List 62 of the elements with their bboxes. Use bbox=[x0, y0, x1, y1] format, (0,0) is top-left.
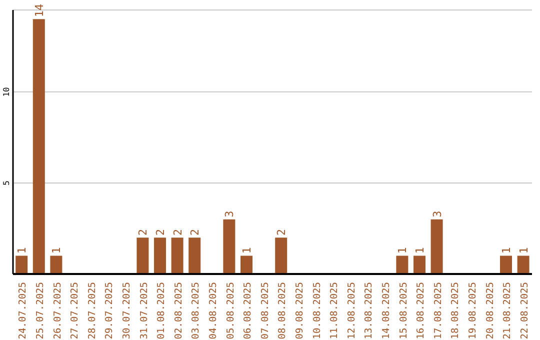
x-tick-label: 17.08.2025 bbox=[432, 282, 444, 340]
y-tick-label: 5 bbox=[2, 180, 11, 186]
x-tick-label: 20.08.2025 bbox=[484, 282, 496, 340]
bar bbox=[240, 256, 252, 274]
data-label: 1 bbox=[50, 247, 64, 254]
x-tick-label: 18.08.2025 bbox=[450, 282, 462, 340]
x-tick-label: 09.08.2025 bbox=[294, 282, 306, 340]
data-label: 1 bbox=[240, 247, 254, 254]
bar bbox=[500, 256, 512, 274]
x-tick-label: 05.08.2025 bbox=[225, 282, 236, 340]
x-tick-label: 27.07.2025 bbox=[70, 282, 81, 340]
x-tick-label: 24.07.2025 bbox=[18, 282, 29, 340]
bar bbox=[188, 238, 201, 274]
bar bbox=[413, 256, 426, 274]
x-tick-label: 06.08.2025 bbox=[242, 282, 254, 340]
x-tick-label: 14.08.2025 bbox=[380, 282, 392, 340]
x-tick-label: 02.08.2025 bbox=[173, 282, 184, 340]
bar bbox=[396, 256, 408, 274]
x-tick-label: 30.07.2025 bbox=[121, 282, 132, 340]
data-label: 2 bbox=[136, 228, 150, 236]
x-tick-label: 04.08.2025 bbox=[208, 282, 219, 340]
bar bbox=[16, 256, 28, 274]
data-label: 2 bbox=[188, 228, 202, 236]
x-tick-label: 22.08.2025 bbox=[519, 282, 530, 340]
x-tick-label: 19.08.2025 bbox=[467, 282, 478, 340]
x-tick-label: 01.08.2025 bbox=[156, 282, 168, 340]
bar bbox=[430, 219, 443, 274]
x-tick-label: 16.08.2025 bbox=[416, 282, 427, 340]
x-tick-label: 29.07.2025 bbox=[104, 282, 116, 340]
data-label: 14 bbox=[32, 3, 46, 18]
data-label: 2 bbox=[171, 228, 184, 236]
data-label: 2 bbox=[275, 228, 288, 236]
x-tick-label: 12.08.2025 bbox=[346, 282, 358, 340]
x-tick-label: 08.08.2025 bbox=[277, 282, 288, 340]
bar bbox=[136, 238, 149, 274]
x-tick-label: 21.08.2025 bbox=[502, 282, 514, 340]
data-label: 1 bbox=[413, 247, 426, 254]
y-tick-label: 10 bbox=[2, 86, 11, 97]
x-tick-label: 26.07.2025 bbox=[52, 282, 64, 340]
data-label: 1 bbox=[396, 247, 410, 254]
x-tick-label: 03.08.2025 bbox=[190, 282, 202, 340]
data-label: 3 bbox=[430, 210, 444, 218]
bar bbox=[275, 238, 288, 274]
x-tick-label: 25.07.2025 bbox=[34, 282, 46, 340]
x-tick-label: 31.07.2025 bbox=[138, 282, 150, 340]
data-label: 1 bbox=[16, 247, 29, 254]
bar bbox=[517, 256, 530, 274]
bar bbox=[32, 19, 45, 274]
data-label: 1 bbox=[517, 247, 530, 254]
bar bbox=[171, 238, 184, 274]
x-tick-label: 15.08.2025 bbox=[398, 282, 410, 340]
data-label: 1 bbox=[500, 247, 513, 254]
x-tick-label: 13.08.2025 bbox=[364, 282, 375, 340]
data-label: 2 bbox=[154, 228, 167, 236]
bar bbox=[50, 256, 62, 274]
bar bbox=[223, 219, 236, 274]
data-label: 3 bbox=[223, 210, 236, 218]
x-tick-label: 07.08.2025 bbox=[260, 282, 271, 340]
x-tick-label: 11.08.2025 bbox=[329, 282, 340, 340]
x-tick-label: 28.07.2025 bbox=[86, 282, 98, 340]
bar bbox=[154, 238, 166, 274]
x-tick-label: 10.08.2025 bbox=[312, 282, 323, 340]
